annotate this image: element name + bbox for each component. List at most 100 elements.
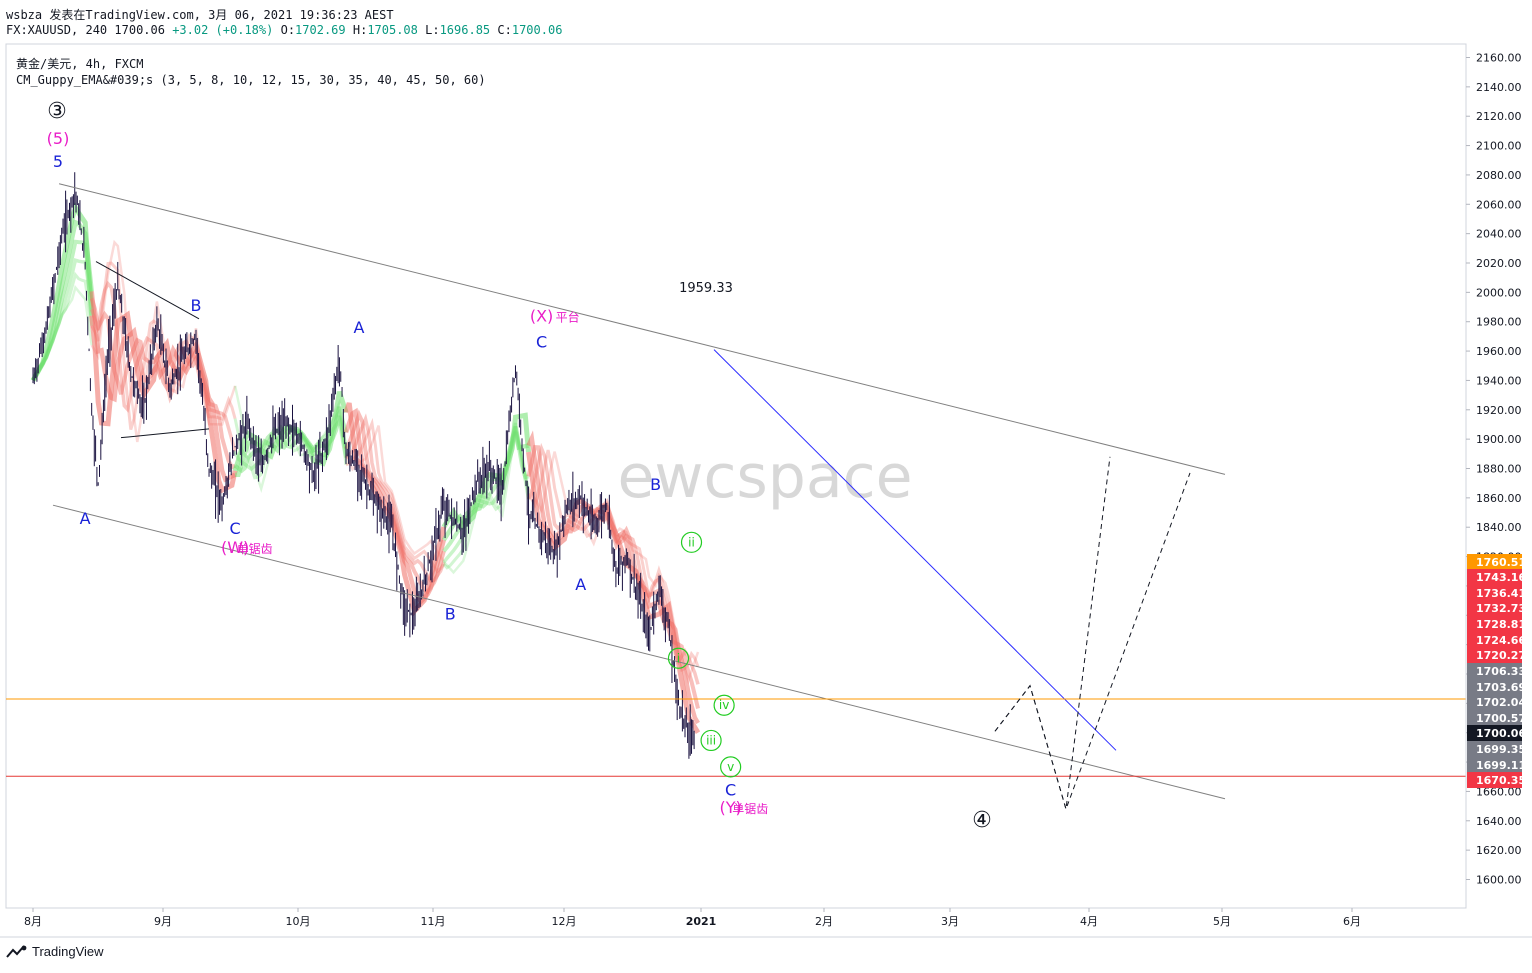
price-label-box bbox=[1467, 725, 1522, 741]
wave-label: 5 bbox=[53, 152, 63, 171]
symbol-label: FX:XAUUSD, 240 bbox=[6, 23, 108, 37]
ema-ribbon-up bbox=[442, 430, 530, 575]
wave-label: (5) bbox=[47, 129, 70, 148]
wave-circle bbox=[680, 531, 703, 553]
ema-ribbon-down bbox=[90, 239, 237, 443]
ema-ribbon-up bbox=[31, 257, 94, 382]
wave-circle bbox=[700, 729, 722, 752]
ema-ribbon-up bbox=[441, 412, 531, 531]
price-label-text: 1724.66 bbox=[1476, 634, 1526, 647]
wave-circle bbox=[713, 694, 735, 716]
low-label: L: bbox=[425, 23, 440, 37]
wave-label: B bbox=[191, 296, 202, 315]
wave-label: C bbox=[536, 333, 547, 352]
wave-label: 平台 bbox=[556, 309, 580, 324]
ema-ribbon-down bbox=[344, 425, 445, 563]
price-label-box bbox=[1467, 616, 1522, 632]
wave-label: iii bbox=[706, 733, 716, 747]
price-label-text: 1728.81 bbox=[1476, 618, 1526, 631]
ema-ribbon-down bbox=[527, 449, 700, 673]
ema-ribbon-down bbox=[344, 413, 446, 583]
ema-ribbon-down bbox=[89, 297, 236, 470]
ema-ribbon-down bbox=[344, 409, 446, 595]
price-tick-label: 1640.00 bbox=[1476, 815, 1522, 828]
wave-label: 单锯齿 bbox=[732, 801, 768, 816]
price-tick-label: 2140.00 bbox=[1476, 81, 1522, 94]
triangle-top-line bbox=[95, 261, 200, 320]
wave-label: B bbox=[650, 475, 661, 494]
price-tick-label: 1600.00 bbox=[1476, 874, 1522, 887]
legend-indicator: CM_Guppy_EMA&#039;s (3, 5, 8, 10, 12, 15… bbox=[16, 73, 486, 87]
time-tick-label: 5月 bbox=[1213, 915, 1231, 928]
plot-area bbox=[5, 43, 1467, 909]
ema-ribbon-up bbox=[31, 219, 94, 382]
price-tick-label: 1660.00 bbox=[1476, 785, 1522, 798]
price-label-text: 1670.35 bbox=[1476, 774, 1526, 787]
price-tick-label: 2000.00 bbox=[1476, 286, 1522, 299]
time-tick-label: 11月 bbox=[421, 915, 446, 928]
price-tick-label: 1960.00 bbox=[1476, 345, 1522, 358]
publish-info: wsbza 发表在TradingView.com, 3月 06, 2021 19… bbox=[6, 6, 394, 23]
price-label-box bbox=[1467, 554, 1522, 570]
price-tick-label: 2120.00 bbox=[1476, 110, 1522, 123]
wave-label: A bbox=[575, 575, 586, 594]
last-price: 1700.06 bbox=[114, 23, 165, 37]
time-tick-label: 9月 bbox=[154, 915, 172, 928]
price-tick-label: 1940.00 bbox=[1476, 374, 1522, 387]
ema-ribbon-up bbox=[441, 431, 529, 542]
price-label-box bbox=[1467, 710, 1522, 726]
price-label-text: 1720.27 bbox=[1476, 649, 1526, 662]
high-label: H: bbox=[352, 23, 368, 37]
tradingview-icon bbox=[6, 944, 27, 958]
wave-label: iv bbox=[719, 698, 729, 712]
price-label-box bbox=[1467, 569, 1522, 585]
price-label-box bbox=[1467, 600, 1522, 616]
wave-label: A bbox=[80, 509, 91, 528]
price-tick-label: 1620.00 bbox=[1476, 844, 1522, 857]
wave-label: 单锯齿 bbox=[237, 541, 273, 556]
high-value: 1705.08 bbox=[367, 23, 418, 37]
time-tick-label: 2021 bbox=[686, 915, 717, 928]
price-label-box bbox=[1467, 741, 1522, 757]
ema-ribbon-up bbox=[31, 271, 94, 382]
ema-ribbon-down bbox=[343, 402, 447, 617]
price-label-text: 1700.06 bbox=[1476, 727, 1526, 740]
time-tick-label: 6月 bbox=[1343, 915, 1361, 928]
wave-label: C bbox=[725, 780, 736, 799]
ema-ribbon-down bbox=[89, 291, 237, 483]
price-label-text: 1699.35 bbox=[1476, 743, 1526, 756]
price-tick-label: 2060.00 bbox=[1476, 198, 1522, 211]
wave-label: A bbox=[354, 318, 365, 337]
brand-label: TradingView bbox=[32, 944, 104, 959]
price-change: +3.02 (+0.18%) bbox=[172, 23, 274, 37]
price-label-text: 1732.73 bbox=[1476, 602, 1526, 615]
wave-label: (Y) bbox=[720, 798, 742, 817]
ema-ribbon-up bbox=[31, 239, 94, 382]
wave-circle bbox=[667, 647, 690, 669]
close-value: 1700.06 bbox=[511, 23, 563, 37]
time-tick-label: 12月 bbox=[552, 915, 577, 928]
ema-ribbon-up bbox=[442, 426, 530, 570]
price-label-text: 1703.69 bbox=[1476, 681, 1526, 694]
price-label-box bbox=[1467, 585, 1522, 601]
tradingview-logo[interactable]: TradingView bbox=[6, 944, 104, 959]
price-label-box bbox=[1467, 663, 1522, 679]
wave-circle bbox=[720, 756, 742, 778]
price-tick-label: 2040.00 bbox=[1476, 228, 1522, 241]
channel-top-line bbox=[58, 183, 1226, 475]
price-tick-label: 1980.00 bbox=[1476, 316, 1522, 329]
wave-label: (W) bbox=[221, 538, 249, 557]
price-label-box bbox=[1467, 694, 1522, 710]
price-label-text: 1743.16 bbox=[1476, 571, 1526, 584]
time-tick-label: 3月 bbox=[941, 915, 959, 928]
watermark: ewcspace bbox=[618, 442, 913, 512]
ema-ribbon-up bbox=[442, 422, 531, 564]
time-tick-label: 2月 bbox=[815, 915, 833, 928]
ohlc-bar: FX:XAUUSD, 240 1700.06 +3.02 (+0.18%) O:… bbox=[6, 23, 562, 37]
open-label: O: bbox=[280, 23, 296, 37]
price-tick-label: 1880.00 bbox=[1476, 463, 1522, 476]
wave-label: C bbox=[230, 519, 241, 538]
ema-ribbon-up bbox=[30, 201, 95, 382]
wave-label: B bbox=[445, 604, 456, 623]
